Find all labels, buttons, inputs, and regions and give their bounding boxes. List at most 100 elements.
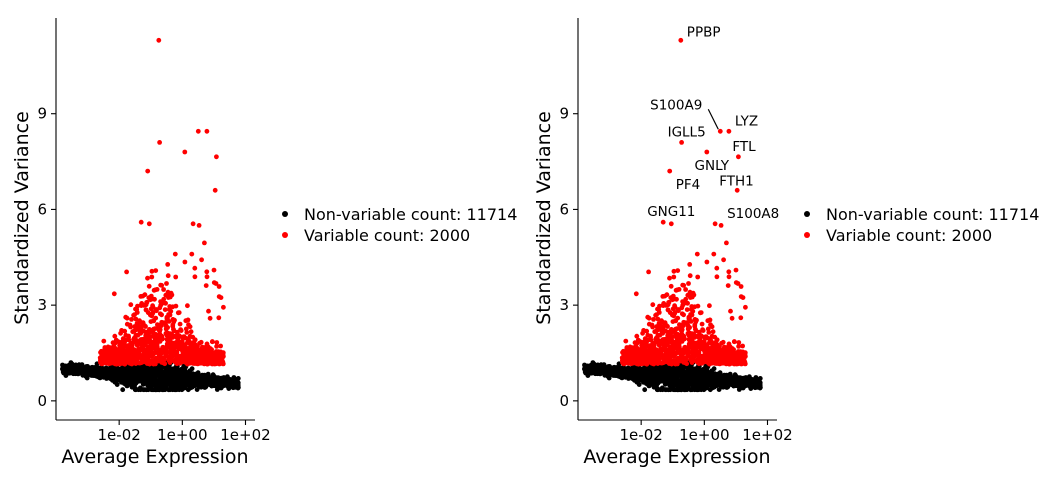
variable-point <box>216 284 222 289</box>
non-variable-point <box>703 384 708 390</box>
variable-point <box>203 283 209 288</box>
variable-point <box>138 294 144 299</box>
non-variable-point <box>104 376 109 381</box>
non-variable-point <box>226 384 232 389</box>
non-variable-point <box>164 376 170 381</box>
variable-point <box>147 329 153 335</box>
x-tick-label: 1e+00 <box>157 426 207 444</box>
variable-point <box>210 339 215 345</box>
variable-point <box>137 354 143 360</box>
non-variable-point <box>88 368 94 374</box>
variable-point <box>183 326 189 332</box>
variable-point <box>148 312 153 318</box>
non-variable-point <box>143 369 149 374</box>
non-variable-point <box>605 368 611 374</box>
variable-point <box>177 321 183 327</box>
variable-point <box>101 338 107 344</box>
variable-point <box>142 292 148 298</box>
non-variable-point <box>124 373 130 379</box>
non-variable-point <box>170 387 175 393</box>
non-variable-point <box>636 371 641 376</box>
non-variable-point <box>711 383 717 389</box>
non-variable-point <box>228 377 234 382</box>
y-tick-label: 0 <box>37 392 47 410</box>
variable-point <box>157 351 162 357</box>
x-tick-label: 1e-02 <box>98 426 141 444</box>
non-variable-point <box>180 377 186 383</box>
non-variable-point <box>219 384 224 390</box>
variable-point <box>138 303 144 308</box>
variable-point <box>131 312 137 318</box>
non-variable-point <box>675 380 680 385</box>
variable-point <box>166 357 172 363</box>
variable-point <box>216 353 221 359</box>
variable-point <box>128 341 134 347</box>
variable-point <box>740 343 745 349</box>
variable-point <box>197 340 202 346</box>
non-variable-point <box>642 387 648 393</box>
variable-point <box>173 274 179 280</box>
non-variable-point <box>144 387 150 393</box>
variable-point <box>153 361 158 367</box>
non-variable-point <box>707 387 713 393</box>
variable-point <box>163 300 169 306</box>
variable-point <box>149 347 154 353</box>
non-variable-point <box>175 368 181 373</box>
non-variable-point <box>602 366 607 371</box>
variable-point <box>151 318 157 324</box>
variable-point <box>172 251 178 257</box>
variable-point <box>168 353 174 359</box>
variable-point <box>205 344 211 350</box>
variable-point <box>146 283 152 289</box>
non-variable-point <box>723 383 728 389</box>
non-variable-point <box>181 384 186 390</box>
variable-point <box>214 154 219 160</box>
variable-point <box>198 348 204 354</box>
legend-label-non-variable: Non-variable count: 11714 <box>304 205 517 224</box>
non-variable-point <box>69 361 75 367</box>
variable-point <box>165 262 171 267</box>
non-variable-point <box>663 364 669 370</box>
variable-point <box>202 357 208 363</box>
variable-point <box>218 358 224 363</box>
variable-point <box>204 274 210 280</box>
non-variable-point <box>676 365 682 370</box>
non-variable-point <box>110 377 115 383</box>
variable-point <box>112 333 118 339</box>
variable-point <box>108 358 113 363</box>
non-variable-point <box>692 387 697 393</box>
variable-point <box>216 349 221 354</box>
variable-point <box>154 357 160 362</box>
variable-point <box>173 357 179 363</box>
variable-point <box>158 282 164 288</box>
variable-point <box>128 324 134 330</box>
variable-point <box>699 321 705 327</box>
variable-point <box>157 311 163 317</box>
non-variable-point <box>171 381 177 386</box>
non-variable-point <box>644 380 650 386</box>
non-variable-point <box>95 369 101 375</box>
non-variable-point <box>669 368 674 374</box>
non-variable-point <box>717 373 723 378</box>
non-variable-point <box>716 387 722 392</box>
variable-point <box>136 324 142 329</box>
non-variable-point <box>686 376 692 381</box>
variable-point <box>178 327 184 332</box>
non-variable-point <box>640 371 646 377</box>
variable-point <box>188 353 194 359</box>
non-variable-point <box>118 371 124 377</box>
variable-point <box>187 341 193 347</box>
x-tick-label: 1e+02 <box>220 426 270 444</box>
non-variable-points <box>582 360 763 393</box>
variable-point <box>651 317 656 322</box>
variable-point <box>132 338 138 343</box>
variable-point <box>124 269 129 275</box>
variable-point <box>157 328 163 334</box>
variable-point <box>185 303 190 309</box>
variable-point <box>138 219 144 225</box>
non-variable-point <box>75 370 80 375</box>
left-legend: Non-variable count: 11714 Variable count… <box>282 205 517 245</box>
non-variable-point <box>168 381 174 387</box>
variable-point <box>104 354 109 360</box>
